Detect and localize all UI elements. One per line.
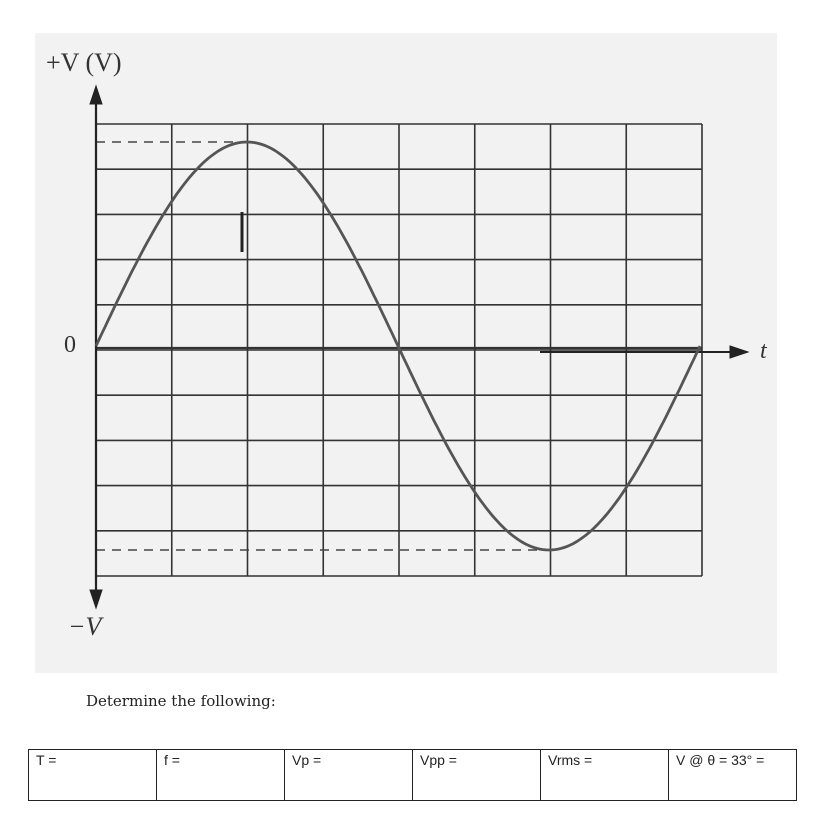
answer-cell-period[interactable]: T = (28, 749, 157, 801)
answer-table: T = f = Vp = Vpp = Vrms = V @ θ = 33° = (28, 749, 797, 801)
answer-cell-frequency[interactable]: f = (156, 749, 285, 801)
x-axis-arrow-icon (729, 345, 750, 359)
sine-waveform (94, 140, 702, 552)
sine-wave-graph (89, 84, 750, 610)
axes (89, 84, 750, 610)
y-axis-up-arrow-icon (89, 84, 103, 105)
y-axis-down-arrow-icon (89, 589, 103, 610)
instruction-text: Determine the following: (86, 692, 276, 710)
y-axis-positive-label: +V (V) (46, 48, 122, 77)
answer-cell-peak-to-peak-voltage[interactable]: Vpp = (412, 749, 541, 801)
answer-cell-voltage-at-angle[interactable]: V @ θ = 33° = (668, 749, 797, 801)
y-axis-negative-label: −V (68, 612, 102, 641)
answer-cell-rms-voltage[interactable]: Vrms = (540, 749, 669, 801)
x-axis-label: t (760, 338, 767, 364)
origin-label: 0 (64, 332, 76, 358)
peak-dashed-lines (96, 141, 540, 551)
answer-cell-peak-voltage[interactable]: Vp = (284, 749, 413, 801)
answer-row: T = f = Vp = Vpp = Vrms = V @ θ = 33° = (28, 749, 797, 801)
